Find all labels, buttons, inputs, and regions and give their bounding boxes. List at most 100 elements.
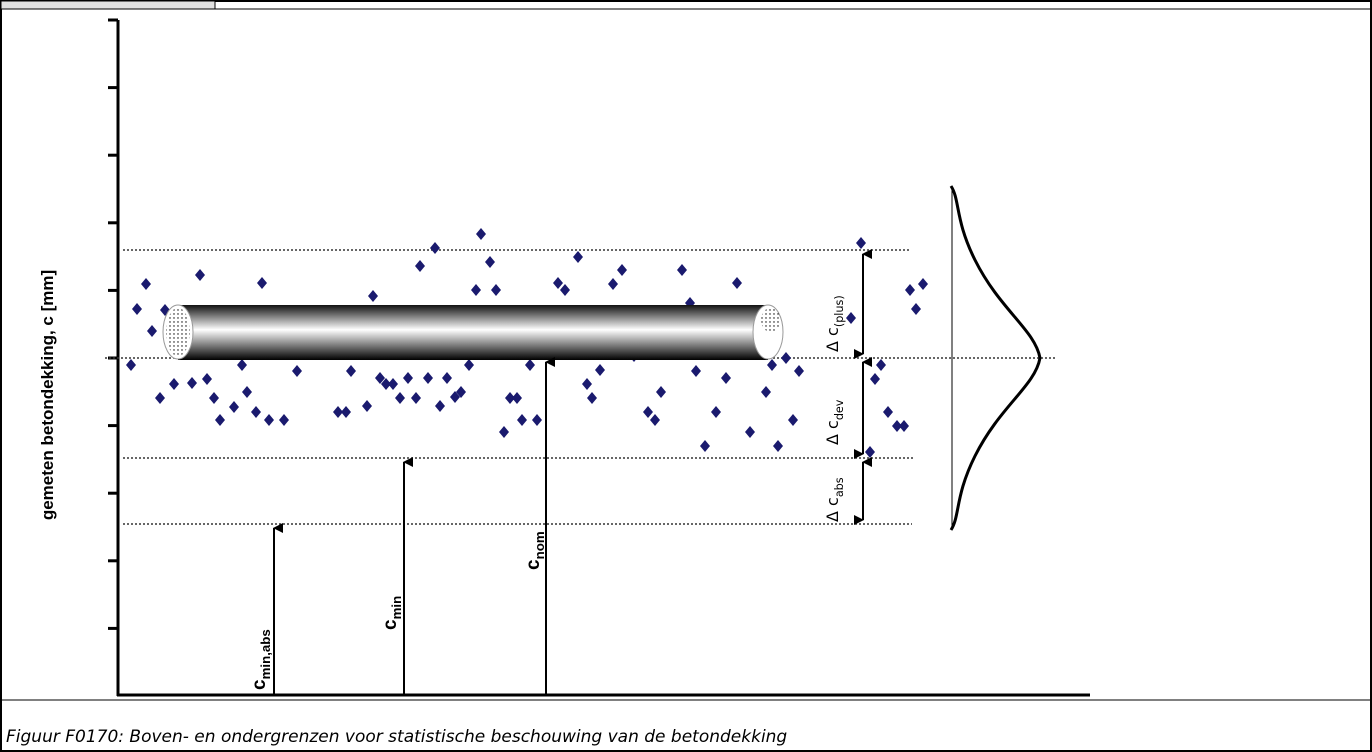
point: [761, 386, 771, 398]
point: [499, 426, 509, 438]
point: [617, 264, 627, 276]
point: [892, 420, 902, 432]
point: [608, 278, 618, 290]
point: [517, 414, 527, 426]
point: [264, 414, 274, 426]
label-main: c: [380, 619, 401, 630]
point: [656, 386, 666, 398]
point: [471, 284, 481, 296]
limit-lines: [105, 249, 1055, 525]
point: [721, 372, 731, 384]
point: [732, 277, 742, 289]
point: [788, 414, 798, 426]
point: [505, 392, 515, 404]
point: [485, 256, 495, 268]
label-sub: abs: [833, 477, 846, 497]
point: [846, 312, 856, 324]
point: [691, 365, 701, 377]
label-sub: nom: [532, 531, 547, 559]
point: [147, 325, 157, 337]
point: [155, 392, 165, 404]
point: [865, 446, 875, 458]
point: [279, 414, 289, 426]
point: [362, 400, 372, 412]
point: [532, 414, 542, 426]
point: [442, 372, 452, 384]
point: [403, 372, 413, 384]
label: cmin,abs: [249, 629, 273, 690]
label: cnom: [523, 531, 547, 570]
point: [677, 264, 687, 276]
label: Δ c(plus): [823, 295, 846, 352]
label-main: Δ c: [823, 497, 842, 522]
label-main: c: [249, 679, 270, 690]
point: [237, 359, 247, 371]
point: [388, 378, 398, 390]
point: [381, 378, 391, 390]
point: [773, 440, 783, 452]
point: [911, 303, 921, 315]
point: [711, 406, 721, 418]
distribution: [949, 185, 1042, 531]
point: [883, 406, 893, 418]
point: [870, 373, 880, 385]
label-sub: dev: [833, 399, 846, 420]
point: [375, 372, 385, 384]
tab: [0, 0, 216, 10]
point: [215, 414, 225, 426]
y-axis-label: gemeten betondekking, c [mm]: [38, 270, 57, 520]
point: [700, 440, 710, 452]
point: [595, 364, 605, 376]
point: [464, 359, 474, 371]
point: [141, 278, 151, 290]
arrows: [273, 249, 872, 695]
point: [251, 406, 261, 418]
tube: [162, 304, 784, 360]
label: Δ cdev: [823, 399, 846, 445]
point: [856, 237, 866, 249]
point: [341, 406, 351, 418]
point: [512, 392, 522, 404]
point: [918, 278, 928, 290]
point: [257, 277, 267, 289]
label-main: Δ c: [823, 420, 842, 445]
label-sub: min: [389, 596, 404, 620]
point: [229, 401, 239, 413]
point: [767, 359, 777, 371]
label: cmin: [380, 596, 404, 630]
point: [411, 392, 421, 404]
point: [745, 426, 755, 438]
point: [292, 365, 302, 377]
point: [560, 284, 570, 296]
point: [333, 406, 343, 418]
point: [587, 392, 597, 404]
point: [525, 359, 535, 371]
label-main: c: [523, 559, 544, 570]
point: [650, 414, 660, 426]
point: [450, 391, 460, 403]
point: [395, 392, 405, 404]
point: [209, 392, 219, 404]
point: [202, 373, 212, 385]
point: [415, 260, 425, 272]
point: [643, 406, 653, 418]
point: [242, 386, 252, 398]
point: [781, 352, 791, 364]
scatter-points: [126, 228, 928, 458]
point: [169, 378, 179, 390]
label: Δ cabs: [823, 477, 846, 522]
point: [553, 277, 563, 289]
point: [456, 386, 466, 398]
label-sub: (plus): [833, 295, 846, 327]
point: [126, 359, 136, 371]
point: [430, 242, 440, 254]
point: [423, 372, 433, 384]
point: [794, 365, 804, 377]
point: [195, 269, 205, 281]
point: [187, 377, 197, 389]
point: [476, 228, 486, 240]
caption: Figuur F0170: Boven- en ondergrenzen voo…: [6, 727, 787, 747]
point: [368, 290, 378, 302]
